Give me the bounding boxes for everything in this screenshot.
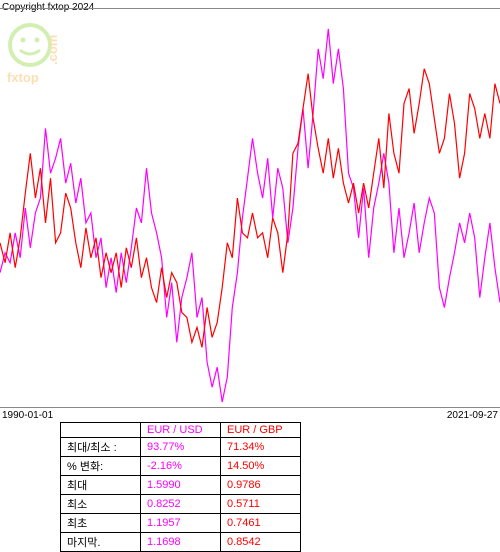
row-value: -2.16% — [141, 457, 221, 476]
date-start-label: 1990-01-01 — [2, 410, 53, 421]
table-row: 최대1.59900.9786 — [61, 476, 301, 495]
row-value: 14.50% — [221, 457, 301, 476]
row-value: 93.77% — [141, 438, 221, 457]
row-label: 최초 — [61, 514, 141, 533]
header-eur-gbp: EUR / GBP — [221, 423, 301, 438]
row-label: 최대/최소 : — [61, 438, 141, 457]
row-label: 마지막. — [61, 533, 141, 552]
row-value: 1.1698 — [141, 533, 221, 552]
summary-table: EUR / USD EUR / GBP 최대/최소 :93.77%71.34%%… — [60, 422, 301, 552]
row-value: 0.8252 — [141, 495, 221, 514]
row-value: 1.1957 — [141, 514, 221, 533]
table-row: 최대/최소 :93.77%71.34% — [61, 438, 301, 457]
date-end-label: 2021-09-27 — [447, 410, 498, 421]
chart-svg — [0, 9, 500, 407]
table-corner — [61, 423, 141, 438]
table-header-row: EUR / USD EUR / GBP — [61, 423, 301, 438]
row-value: 71.34% — [221, 438, 301, 457]
series-eur-gbp — [0, 69, 500, 348]
row-value: 0.8542 — [221, 533, 301, 552]
table-row: % 변화:-2.16%14.50% — [61, 457, 301, 476]
chart-area — [0, 8, 500, 408]
header-eur-usd: EUR / USD — [141, 423, 221, 438]
row-label: 최소 — [61, 495, 141, 514]
row-value: 0.9786 — [221, 476, 301, 495]
table-row: 최초1.19570.7461 — [61, 514, 301, 533]
row-value: 0.7461 — [221, 514, 301, 533]
row-label: 최대 — [61, 476, 141, 495]
row-value: 0.5711 — [221, 495, 301, 514]
row-label: % 변화: — [61, 457, 141, 476]
series-eur-usd — [0, 29, 500, 402]
row-value: 1.5990 — [141, 476, 221, 495]
table-row: 최소0.82520.5711 — [61, 495, 301, 514]
table-row: 마지막.1.16980.8542 — [61, 533, 301, 552]
